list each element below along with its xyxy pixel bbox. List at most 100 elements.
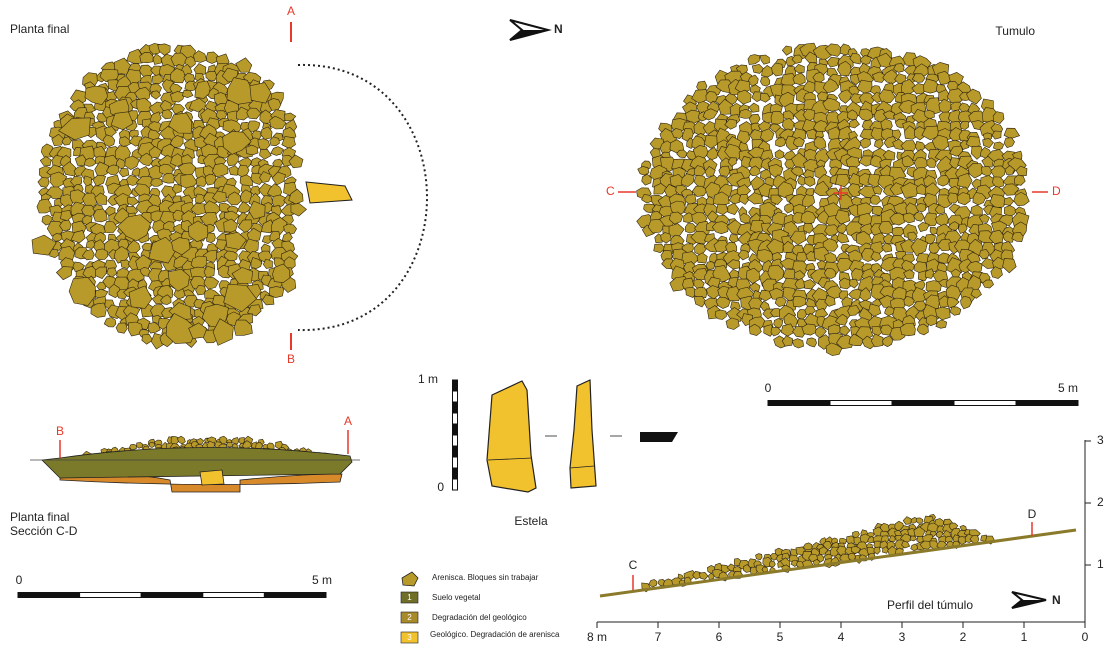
stone <box>269 286 285 299</box>
stone <box>103 220 118 234</box>
stone <box>925 314 938 327</box>
stone <box>704 166 716 177</box>
stone <box>924 233 936 244</box>
stone <box>823 267 837 279</box>
stone <box>848 118 860 129</box>
stone <box>84 85 109 106</box>
scale-segment <box>452 412 458 425</box>
stone <box>815 327 827 339</box>
scale-segment <box>829 400 893 406</box>
stone <box>822 97 841 112</box>
stone <box>873 546 881 555</box>
stone <box>770 326 782 337</box>
stone <box>738 194 750 205</box>
stone <box>172 183 182 194</box>
stone <box>760 76 771 87</box>
stone <box>768 560 776 568</box>
legend-text: Degradación del geológico <box>432 613 527 622</box>
scale-segment <box>452 401 458 414</box>
stone <box>759 201 778 218</box>
stone <box>889 266 910 283</box>
stone <box>917 221 930 232</box>
title: Tumulo <box>995 24 1035 38</box>
stone <box>1011 231 1024 243</box>
stone <box>147 321 161 334</box>
stone <box>230 437 240 445</box>
stone <box>894 73 907 85</box>
stone <box>777 181 795 199</box>
stone <box>233 319 253 336</box>
legend-key <box>400 611 419 624</box>
stone <box>212 318 234 346</box>
stone <box>738 141 749 153</box>
stone <box>92 208 108 223</box>
scale-segment <box>140 592 204 598</box>
stone <box>748 323 762 336</box>
stone <box>913 212 925 222</box>
stone <box>269 115 287 130</box>
stone <box>845 156 860 170</box>
stone <box>119 167 130 178</box>
stone <box>727 157 737 167</box>
stone <box>901 540 911 549</box>
stone <box>103 317 117 328</box>
stone <box>882 110 896 120</box>
stone <box>1001 183 1020 196</box>
ground-line <box>599 528 1077 598</box>
stone <box>706 210 719 222</box>
stone <box>1013 191 1030 207</box>
stone <box>781 335 794 347</box>
stone <box>905 202 920 216</box>
stone <box>60 209 73 222</box>
stone <box>269 136 280 147</box>
stone <box>758 289 773 302</box>
stone <box>834 313 848 326</box>
stone <box>848 166 860 178</box>
stone <box>903 269 915 280</box>
stone <box>59 219 72 232</box>
stela-section <box>640 432 678 442</box>
stone <box>837 60 852 77</box>
north: N <box>554 22 563 36</box>
stone <box>791 54 803 64</box>
stone <box>162 172 176 184</box>
stone <box>882 149 896 161</box>
stone <box>760 128 775 143</box>
x-label: 0 <box>1082 630 1089 644</box>
label: D <box>1028 507 1037 521</box>
stone <box>794 270 806 281</box>
stone <box>231 267 254 284</box>
stone <box>948 522 959 531</box>
stone <box>949 157 961 170</box>
x-label: 5 <box>777 630 784 644</box>
stone <box>637 166 650 176</box>
stone <box>784 203 795 214</box>
center-cross <box>834 186 848 200</box>
stone <box>284 112 297 122</box>
stone <box>884 306 896 317</box>
stone <box>792 72 806 86</box>
stone <box>691 212 708 225</box>
stone <box>240 189 253 204</box>
stone <box>824 294 836 307</box>
stone <box>849 278 859 289</box>
stone <box>260 219 275 234</box>
y-label: 2 <box>1097 495 1104 509</box>
scale-segment <box>452 456 458 469</box>
scale-label: 1 m <box>418 372 438 386</box>
stone <box>921 125 940 141</box>
stone <box>935 306 951 321</box>
stone <box>990 266 1003 279</box>
stone <box>223 283 257 313</box>
stone <box>115 322 128 334</box>
legend-text-box: Geológico. Degradación de arenisca <box>430 630 559 639</box>
stone <box>748 113 761 125</box>
stone <box>126 174 140 186</box>
stela-front <box>486 380 537 493</box>
stone <box>748 165 761 177</box>
stone <box>169 67 186 84</box>
stone <box>915 203 927 213</box>
stone <box>737 89 752 105</box>
stone <box>165 313 198 344</box>
stone <box>706 146 719 161</box>
